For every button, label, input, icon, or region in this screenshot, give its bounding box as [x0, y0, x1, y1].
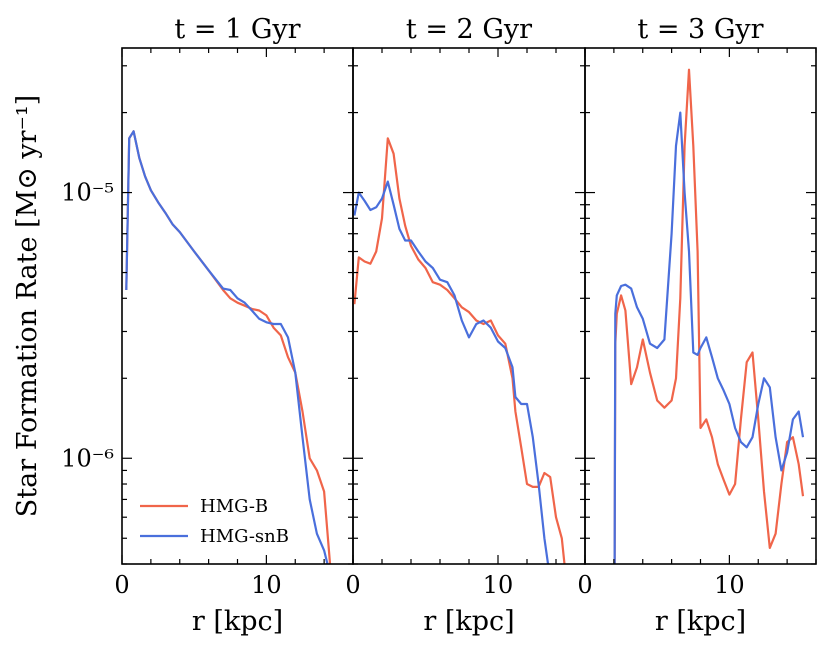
- series-line-hmg-b-panel-3: [613, 68, 805, 564]
- x-axis-label-1: r [kpc]: [192, 606, 283, 637]
- panel-frame: [121, 47, 354, 565]
- legend-label-hmg-b: HMG-B: [200, 496, 268, 517]
- x-tick-label: 0: [577, 571, 592, 599]
- panel-3: 0 10 t = 3 Gyr r [kpc]: [577, 14, 817, 637]
- series-line-hmg-snb-panel-1: [125, 130, 329, 564]
- x-axis-label-2: r [kpc]: [423, 606, 514, 637]
- panel-frame: [352, 47, 586, 565]
- panel-title-3: t = 3 Gyr: [637, 14, 763, 45]
- series-line-hmg-snb-panel-2: [353, 180, 550, 564]
- x-tick-label: 0: [114, 571, 129, 599]
- panel-2: 0 10 t = 2 Gyr r [kpc]: [345, 14, 586, 637]
- x-axis-label-3: r [kpc]: [655, 606, 746, 637]
- x-tick-label: 10: [483, 571, 514, 599]
- x-tick-label: 0: [345, 571, 360, 599]
- legend-label-hmg-snb: HMG-snB: [200, 526, 289, 547]
- plot-layer: 0 10 t = 1 Gyr r [kpc] 0 10 t = 2 Gyr r [kpc] 0 1…: [61, 14, 817, 637]
- y-axis-label: Star Formation Rate [M⊙ yr⁻¹]: [12, 95, 43, 517]
- panel-title-1: t = 1 Gyr: [174, 14, 300, 45]
- y-tick-label: 10⁻⁶: [61, 444, 114, 472]
- panel-title-2: t = 2 Gyr: [406, 14, 532, 45]
- series-line-hmg-snb-panel-3: [613, 111, 805, 564]
- y-tick-label: 10⁻⁵: [61, 179, 114, 207]
- legend: HMG-B HMG-snB: [140, 496, 289, 547]
- x-tick-label: 10: [251, 571, 282, 599]
- x-tick-label: 10: [714, 571, 745, 599]
- panel-1: 0 10 t = 1 Gyr r [kpc]: [114, 14, 354, 637]
- series-line-hmg-b-panel-2: [353, 137, 566, 564]
